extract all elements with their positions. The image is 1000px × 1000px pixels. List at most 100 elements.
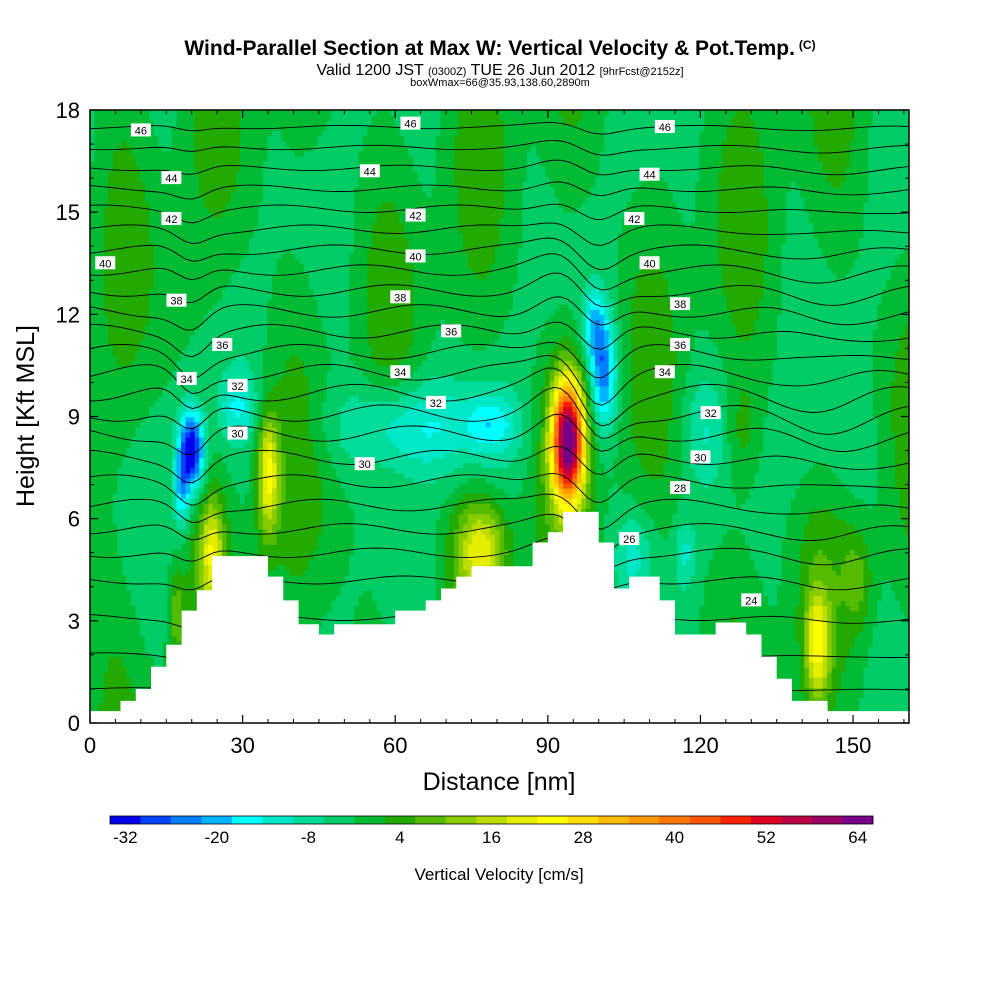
field-cell: [808, 610, 815, 617]
field-cell: [808, 625, 815, 632]
field-cell: [822, 590, 828, 596]
field-cell: [758, 625, 764, 632]
field-cell: [117, 707, 123, 714]
field-cell: [849, 641, 855, 647]
field-cell: [149, 651, 155, 658]
field-cell: [890, 646, 896, 653]
field-cell: [804, 595, 810, 601]
field-cell: [112, 585, 118, 591]
field-cell: [381, 600, 387, 607]
field-cell: [781, 605, 787, 612]
field-cell: [112, 641, 118, 647]
field-cell: [94, 707, 100, 714]
field-cell: [881, 671, 887, 678]
field-cell: [303, 579, 309, 586]
field-cell: [899, 605, 906, 612]
field-cell: [130, 595, 137, 601]
field-cell: [795, 646, 801, 653]
field-cell: [117, 631, 123, 637]
field-cell: [863, 625, 869, 632]
field-cell: [176, 579, 182, 586]
field-cell: [886, 590, 892, 596]
field-cell: [413, 579, 419, 586]
field-cell: [299, 595, 305, 601]
field-cell: [140, 641, 146, 647]
field-cell: [736, 610, 742, 617]
field-cell: [690, 631, 696, 637]
field-cell: [403, 605, 410, 612]
field-cell: [413, 585, 419, 591]
field-cell: [858, 692, 865, 699]
field-cell: [126, 590, 132, 596]
field-cell: [699, 595, 705, 601]
field-cell: [890, 585, 896, 591]
field-cell: [877, 646, 883, 653]
field-cell: [886, 702, 892, 709]
field-cell: [777, 590, 783, 596]
field-cell: [854, 692, 860, 699]
field-cell: [394, 600, 400, 607]
field-cell: [831, 590, 837, 596]
field-cell: [863, 605, 869, 612]
field-cell: [326, 615, 332, 622]
field-cell: [121, 600, 127, 607]
field-cell: [881, 651, 887, 658]
field-cell: [886, 671, 892, 678]
field-cell: [895, 585, 901, 591]
field-cell: [299, 605, 305, 612]
field-cell: [890, 671, 896, 678]
field-cell: [167, 595, 173, 601]
field-cell: [185, 585, 191, 591]
field-cell: [144, 620, 150, 627]
field-cell: [158, 590, 164, 596]
field-cell: [108, 631, 114, 637]
field-cell: [681, 620, 687, 627]
field-cell: [872, 620, 878, 627]
field-cell: [767, 651, 774, 658]
field-cell: [872, 687, 878, 693]
field-cell: [831, 702, 837, 709]
field-cell: [690, 615, 696, 622]
field-cell: [799, 595, 805, 601]
field-cell: [745, 605, 751, 612]
field-cell: [754, 590, 760, 596]
field-cell: [827, 666, 833, 673]
field-cell: [94, 646, 100, 653]
field-cell: [886, 641, 892, 647]
field-cell: [99, 620, 105, 627]
field-cell: [681, 590, 687, 596]
field-cell: [130, 600, 137, 607]
field-cell: [431, 579, 437, 586]
field-cell: [176, 641, 182, 647]
field-cell: [818, 605, 824, 612]
field-cell: [331, 631, 337, 637]
field-cell: [135, 656, 141, 663]
field-cell: [322, 625, 328, 632]
field-cell: [167, 600, 173, 607]
field-cell: [322, 585, 328, 591]
field-cell: [804, 641, 810, 647]
field-cell: [108, 692, 114, 699]
field-cell: [781, 646, 787, 653]
field-cell: [144, 641, 150, 647]
field-cell: [408, 605, 414, 612]
field-cell: [99, 641, 105, 647]
field-cell: [840, 671, 846, 678]
field-cell: [686, 590, 692, 596]
field-cell: [840, 625, 846, 632]
field-cell: [840, 585, 846, 591]
field-cell: [904, 651, 909, 658]
field-cell: [849, 666, 855, 673]
field-cell: [322, 610, 328, 617]
field-cell: [708, 585, 714, 591]
field-cell: [740, 605, 746, 612]
field-cell: [786, 605, 792, 612]
field-cell: [681, 585, 687, 591]
field-cell: [112, 610, 118, 617]
field-cell: [135, 677, 141, 683]
field-cell: [117, 600, 123, 607]
field-cell: [904, 677, 909, 683]
field-cell: [795, 677, 801, 683]
field-cell: [772, 600, 778, 607]
